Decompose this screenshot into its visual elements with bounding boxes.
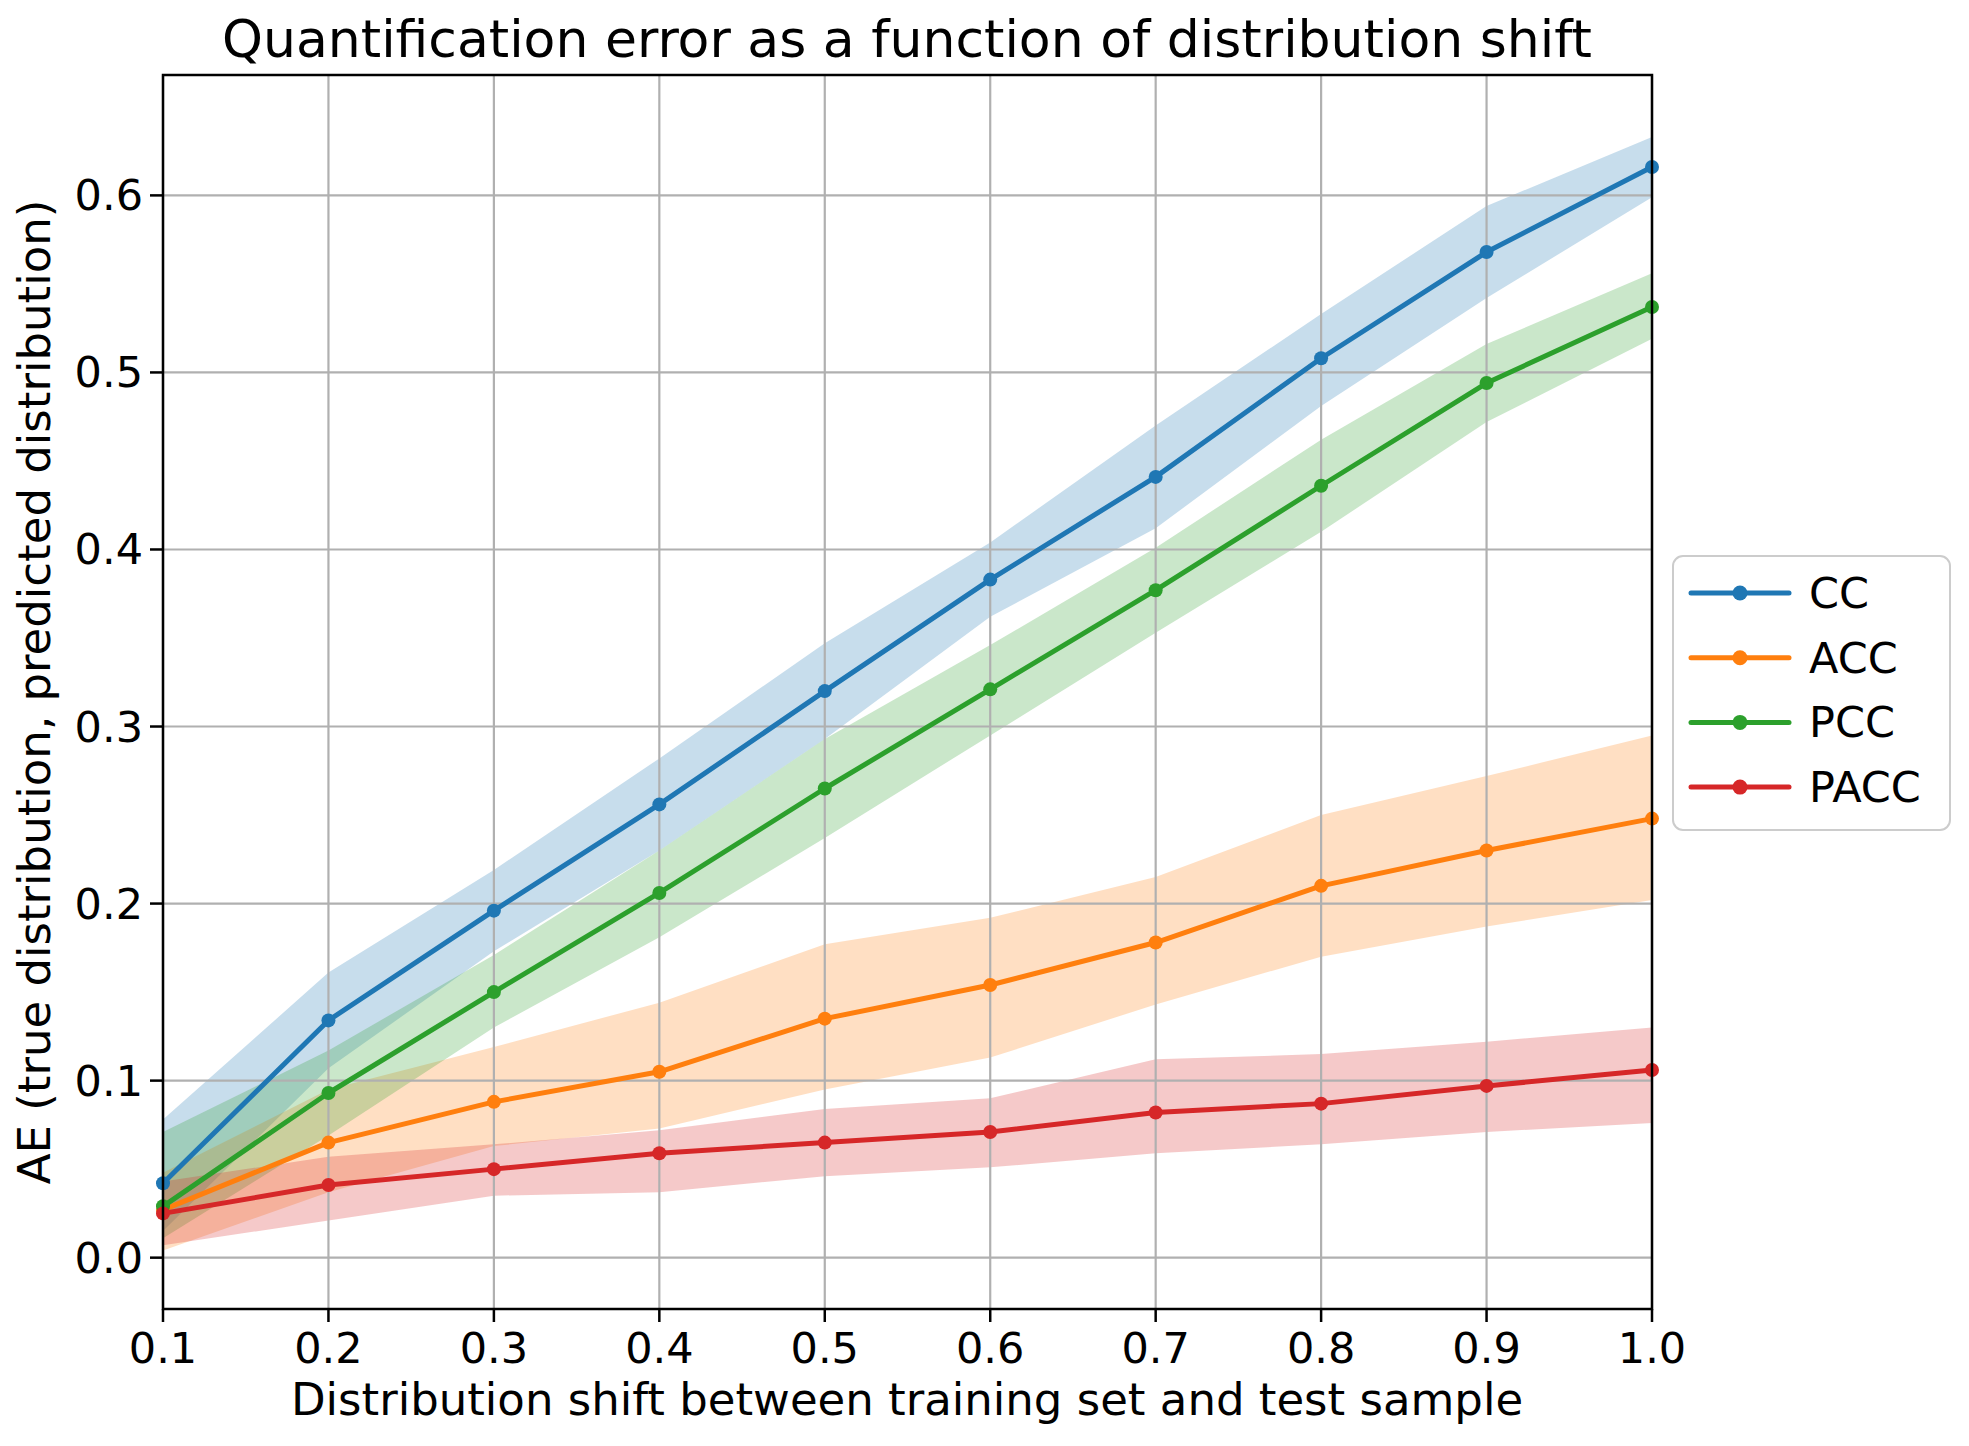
marker-pacc	[321, 1178, 335, 1192]
y-tick-label: 0.3	[75, 702, 143, 752]
marker-acc	[1314, 879, 1328, 893]
marker-pcc	[1480, 376, 1494, 390]
marker-acc	[321, 1136, 335, 1150]
x-tick-label: 0.3	[460, 1323, 528, 1373]
marker-pcc	[321, 1086, 335, 1100]
marker-pcc	[487, 985, 501, 999]
x-tick-label: 1.0	[1618, 1323, 1686, 1373]
marker-pacc	[983, 1125, 997, 1139]
y-tick-label: 0.5	[75, 347, 143, 397]
legend-label-pcc: PCC	[1809, 697, 1895, 747]
legend-label-cc: CC	[1809, 568, 1869, 618]
marker-cc	[1480, 245, 1494, 259]
x-tick-label: 0.4	[625, 1323, 693, 1373]
marker-acc	[1149, 936, 1163, 950]
x-tick-label: 0.5	[791, 1323, 859, 1373]
marker-acc	[487, 1095, 501, 1109]
marker-pcc	[1149, 583, 1163, 597]
marker-pcc	[818, 781, 832, 795]
marker-pacc	[487, 1162, 501, 1176]
x-tick-label: 0.2	[294, 1323, 362, 1373]
y-tick-label: 0.2	[75, 879, 143, 929]
marker-pacc	[1149, 1105, 1163, 1119]
legend-swatch-marker-pcc	[1733, 715, 1748, 730]
marker-pacc	[1480, 1079, 1494, 1093]
legend-label-acc: ACC	[1809, 633, 1898, 683]
marker-cc	[818, 684, 832, 698]
marker-pacc	[652, 1146, 666, 1160]
marker-acc	[983, 978, 997, 992]
marker-cc	[321, 1013, 335, 1027]
figure: 0.1 0.2 0.3 0.4 0.5 0.6 0.7 0.8 0.9 1.0 0.0 0.1 0.2 0…	[0, 0, 1969, 1446]
y-tick-label: 0.4	[75, 524, 143, 574]
chart-canvas: 0.1 0.2 0.3 0.4 0.5 0.6 0.7 0.8 0.9 1.0 0.0 0.1 0.2 0…	[0, 0, 1969, 1446]
legend-label-pacc: PACC	[1809, 762, 1921, 812]
x-tick-label: 0.1	[129, 1323, 197, 1373]
x-axis-label: Distribution shift between training set …	[291, 1373, 1523, 1426]
marker-pcc	[1314, 479, 1328, 493]
marker-pacc	[1314, 1097, 1328, 1111]
marker-acc	[652, 1065, 666, 1079]
y-tick-label: 0.0	[75, 1233, 143, 1283]
marker-cc	[652, 797, 666, 811]
x-tick-label: 0.6	[956, 1323, 1024, 1373]
marker-pcc	[983, 682, 997, 696]
marker-cc	[487, 904, 501, 918]
x-tick-label: 0.7	[1121, 1323, 1189, 1373]
legend-swatch-marker-pacc	[1733, 780, 1748, 795]
marker-acc	[1480, 843, 1494, 857]
marker-cc	[983, 573, 997, 587]
marker-acc	[818, 1012, 832, 1026]
marker-pcc	[652, 886, 666, 900]
marker-cc	[1149, 470, 1163, 484]
marker-pacc	[818, 1136, 832, 1150]
legend-swatch-marker-cc	[1733, 586, 1748, 601]
x-tick-label: 0.8	[1287, 1323, 1355, 1373]
legend-swatch-marker-acc	[1733, 650, 1748, 665]
y-tick-label: 0.1	[75, 1056, 143, 1106]
x-tick-label: 0.9	[1452, 1323, 1520, 1373]
marker-cc	[1314, 351, 1328, 365]
y-axis-label: AE (true distribution, predicted distrib…	[8, 200, 61, 1185]
y-tick-label: 0.6	[75, 170, 143, 220]
chart-title: Quantification error as a function of di…	[222, 9, 1592, 69]
legend: CC ACC PCC PACC	[1673, 556, 1950, 830]
plot-area: 0.1 0.2 0.3 0.4 0.5 0.6 0.7 0.8 0.9 1.0 0.0 0.1 0.2 0…	[75, 75, 1687, 1373]
